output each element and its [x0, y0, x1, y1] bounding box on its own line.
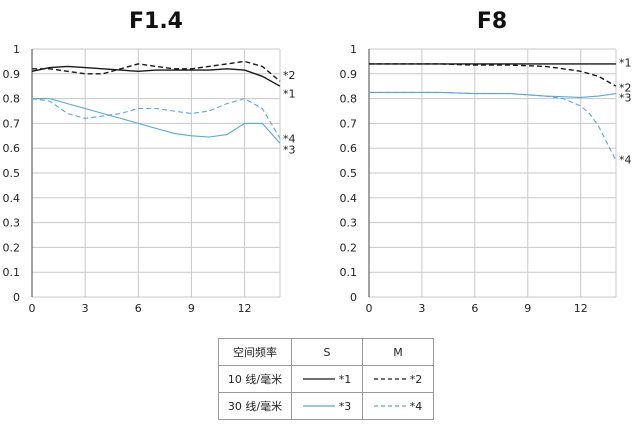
legend-row-label: 30 线/毫米: [218, 392, 292, 420]
x-tick-label: 9: [524, 302, 531, 315]
series-end-label: *1: [283, 88, 296, 101]
chart-title: F8: [477, 9, 507, 34]
x-tick-label: 3: [418, 302, 425, 315]
chart-title: F1.4: [129, 9, 183, 34]
y-tick-label: 0.6: [3, 142, 21, 155]
y-tick-label: 0.9: [340, 68, 358, 81]
series-end-label: *4: [283, 132, 296, 145]
y-tick-label: 0.3: [3, 217, 21, 230]
y-tick-label: 0: [13, 291, 20, 304]
y-tick-label: 0.7: [3, 117, 21, 130]
x-tick-label: 12: [238, 302, 252, 315]
series-line-mark-2: [369, 63, 617, 87]
solid-blue-line-sample: [302, 405, 335, 407]
y-tick-label: 0.2: [3, 241, 21, 254]
legend-row-10lp: 10 线/毫米 *1 *2: [218, 365, 434, 393]
y-tick-label: 0.8: [3, 93, 21, 106]
x-tick-label: 6: [471, 302, 478, 315]
series-end-label: *2: [619, 81, 632, 94]
chart-f8: F8 0 0.1 0.2 0.3 0.4 0.5 0.6 0.7 0.8 0.9 1 0 3 6 9 12 *1 *…: [340, 9, 632, 315]
legend-sample-m-30: *4: [362, 392, 434, 420]
series-line-mark-1: [31, 65, 281, 87]
dashed-blue-line-sample: [373, 405, 406, 407]
series-end-label: *3: [283, 143, 296, 156]
y-tick-label: 0.8: [340, 93, 358, 106]
legend-s-label: *1: [338, 372, 352, 386]
legend-row-label: 10 线/毫米: [218, 365, 292, 393]
y-tick-label: 0.4: [3, 192, 21, 205]
y-tick-label: 0.6: [340, 142, 358, 155]
legend-header-s: S: [291, 338, 363, 366]
x-tick-label: 9: [188, 302, 195, 315]
legend-s-label: *3: [338, 399, 352, 413]
y-tick-label: 0.1: [340, 266, 358, 279]
series-line-mark-4: [369, 91, 617, 161]
y-tick-label: 1: [13, 43, 20, 56]
x-tick-label: 3: [82, 302, 89, 315]
y-tick-label: 0.5: [340, 167, 358, 180]
y-tick-label: 0: [350, 291, 357, 304]
series-end-label: *4: [619, 153, 632, 166]
legend-table: 空间频率 S M 10 线/毫米 *1 *2 30 线/毫米 *3: [218, 338, 434, 420]
series-line-mark-3: [369, 91, 617, 98]
y-tick-label: 0.3: [340, 217, 358, 230]
chart-f1-4: F1.4 0 0.1 0.2 0.3 0.4 0.5 0.6 0.7 0.8 0.9 1 0 3 6 9 12 *…: [3, 9, 296, 315]
series-line-mark-2: [32, 60, 281, 82]
y-tick-label: 0.4: [340, 192, 358, 205]
legend-m-label: *2: [409, 372, 423, 386]
x-tick-label: 6: [135, 302, 142, 315]
series-end-label: *2: [283, 69, 296, 82]
series-line-mark-4: [31, 98, 281, 139]
series-line-mark-3: [32, 98, 281, 144]
y-tick-label: 1: [350, 43, 357, 56]
y-tick-label: 0.7: [340, 117, 358, 130]
legend-sample-s-30: *3: [291, 392, 363, 420]
legend-header-frequency: 空间频率: [218, 338, 292, 366]
legend-header-row: 空间频率 S M: [218, 338, 434, 366]
legend-m-label: *4: [409, 399, 423, 413]
legend-sample-m-10: *2: [362, 365, 434, 393]
y-tick-label: 0.2: [340, 241, 358, 254]
legend-row-30lp: 30 线/毫米 *3 *4: [218, 392, 434, 420]
y-tick-label: 0.5: [3, 167, 21, 180]
y-tick-label: 0.9: [3, 68, 21, 81]
x-tick-label: 0: [29, 302, 36, 315]
legend-header-m: M: [362, 338, 434, 366]
mtf-charts: F1.4 0 0.1 0.2 0.3 0.4 0.5 0.6 0.7 0.8 0.9 1 0 3 6 9 12 *…: [3, 9, 632, 315]
legend-sample-s-10: *1: [291, 365, 363, 393]
dashed-black-line-sample: [373, 378, 406, 380]
solid-black-line-sample: [302, 378, 335, 380]
x-tick-label: 0: [366, 302, 373, 315]
series-end-label: *1: [619, 57, 632, 70]
y-tick-label: 0.1: [3, 266, 21, 279]
series-end-label: *3: [619, 91, 632, 104]
x-tick-label: 12: [574, 302, 588, 315]
